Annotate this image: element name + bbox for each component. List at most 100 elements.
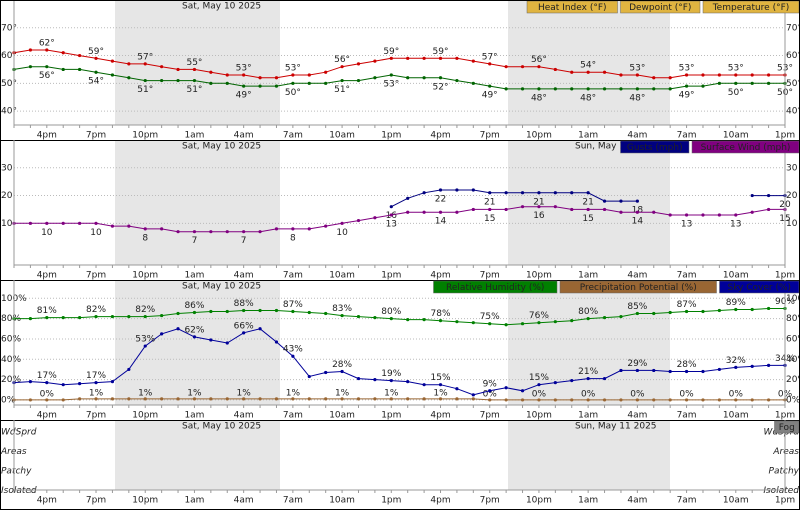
value-label: 43% [283,345,303,355]
value-label: 62% [184,325,204,335]
point [619,398,623,402]
x-tick-label: 4am [234,496,254,506]
value-label: 54° [88,77,104,87]
x-tick-label: 4pm [37,411,57,421]
point [389,56,393,60]
x-tick-label: 4pm [430,271,450,281]
point [422,383,426,387]
x-tick-label: 7pm [480,131,500,141]
point [274,76,279,80]
point [274,227,279,231]
value-label: 0% [483,389,498,399]
y-tick-label: 20% [1,375,21,385]
legend-entry: Dewpoint (°F) [629,3,691,13]
point [602,199,607,203]
point [324,370,328,375]
point [160,313,164,318]
point [438,397,443,401]
point [110,380,115,384]
y-tick-label: 10 [1,219,13,229]
point [160,78,164,83]
x-tick-label: 4am [234,271,254,281]
x-tick-label: 4am [234,411,254,421]
point [471,397,475,401]
point [471,59,475,63]
point [619,210,623,214]
value-label: 53° [285,64,301,74]
value-label: 66% [234,321,254,331]
point [225,397,229,401]
row-label-right: Patchy [769,467,800,477]
night-band [115,280,280,405]
value-label: 29% [627,359,647,369]
value-label: 0% [532,389,547,399]
point [110,314,115,319]
point [455,320,459,324]
point [438,56,443,60]
value-label: 13 [681,220,692,230]
value-label: 1% [384,388,399,398]
row-label: WdSprd [1,428,37,438]
point [684,73,689,77]
point [291,397,295,401]
point [258,397,262,401]
value-label: 49° [236,91,252,101]
point [734,365,738,369]
point [324,397,328,401]
point [537,65,541,69]
point [488,191,492,195]
point [242,73,246,77]
x-tick-label: 1pm [775,271,795,281]
value-label: 13 [386,220,397,230]
series-line [14,206,785,233]
value-label: 48° [629,93,645,103]
point [520,322,525,326]
x-tick-label: 7pm [86,411,106,421]
x-tick-label: 1pm [381,131,401,141]
point [274,397,279,401]
value-label: 1% [433,388,448,398]
x-tick-label: 7am [283,131,303,141]
point [520,398,525,402]
value-label: 0% [581,389,596,399]
value-label: 62° [39,39,55,49]
point [291,81,295,85]
point [143,344,147,348]
x-tick-label: 10am [329,496,355,506]
x-tick-label: 10pm [526,496,552,506]
point [28,65,33,69]
point [668,310,672,315]
value-label: 49° [482,91,498,101]
row-label: Areas [0,447,27,457]
value-label: 56° [39,71,55,81]
point [209,230,213,234]
point [570,87,574,91]
point [422,76,426,80]
point [471,81,475,85]
value-label: 80% [381,307,401,317]
point [209,338,213,342]
y-tick-label-right: 10 [786,219,798,229]
point [110,59,115,63]
value-label: 50° [285,88,301,98]
point [504,207,508,212]
point [750,193,754,198]
point [586,70,590,74]
y-tick-label: 30 [1,163,13,173]
legend-box [559,280,717,294]
point [766,193,771,198]
date-label: Sun, May 11 2025 [575,422,657,432]
point [619,199,623,203]
value-label: 87% [677,300,697,310]
point [127,62,131,66]
point [537,87,541,91]
value-label: 10 [41,228,53,238]
point [455,387,459,391]
point [635,73,639,77]
point [570,207,574,212]
point [471,321,475,325]
point [176,78,180,83]
series-line [13,328,785,396]
value-label: 53% [135,335,155,345]
x-tick-label: 10pm [526,271,552,281]
